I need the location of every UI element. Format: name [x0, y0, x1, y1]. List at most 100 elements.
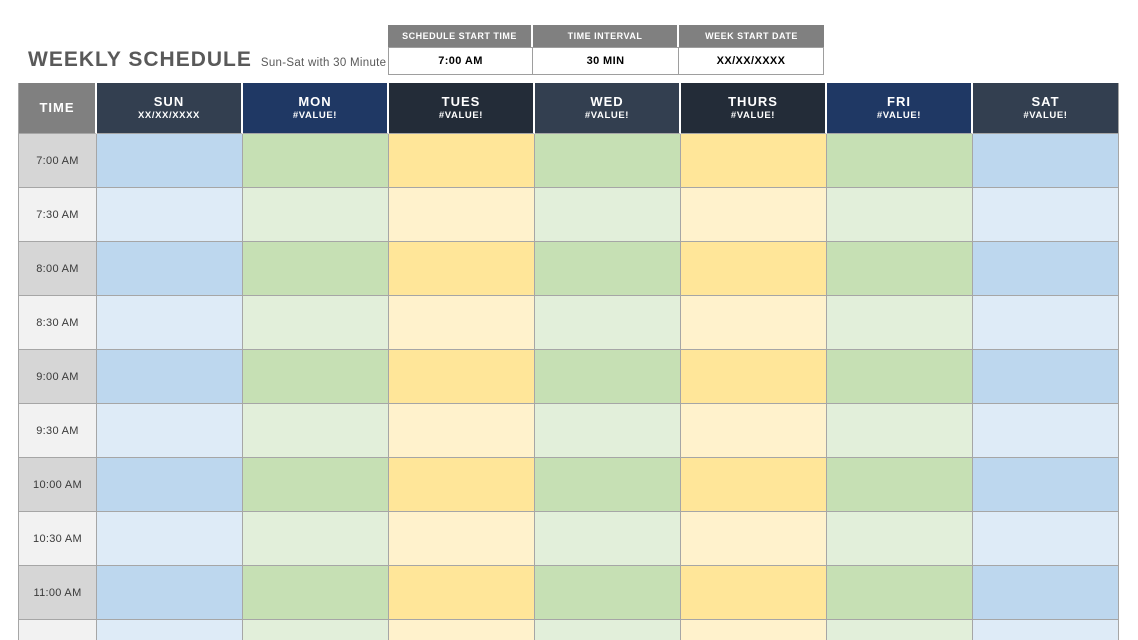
schedule-cell-wed[interactable]: [535, 404, 681, 458]
schedule-cell-sat[interactable]: [973, 404, 1119, 458]
table-row: 9:30 AM: [19, 404, 1119, 458]
schedule-cell-mon[interactable]: [243, 620, 389, 640]
schedule-cell-thurs[interactable]: [681, 134, 827, 188]
day-label: SAT: [1031, 93, 1060, 109]
schedule-cell-sat[interactable]: [973, 620, 1119, 640]
schedule-cell-tues[interactable]: [389, 188, 535, 242]
schedule-cell-thurs[interactable]: [681, 404, 827, 458]
schedule-cell-fri[interactable]: [827, 458, 973, 512]
time-slot-label: 7:30 AM: [19, 188, 97, 242]
day-date-value: #VALUE!: [438, 110, 484, 122]
settings-table: SCHEDULE START TIME TIME INTERVAL WEEK STA…: [388, 25, 824, 75]
day-column-header-mon: MON #VALUE!: [243, 83, 389, 134]
time-slot-label: 7:00 AM: [19, 134, 97, 188]
schedule-cell-sat[interactable]: [973, 512, 1119, 566]
schedule-cell-fri[interactable]: [827, 296, 973, 350]
schedule-cell-sat[interactable]: [973, 242, 1119, 296]
day-label: TUES: [441, 93, 481, 109]
schedule-cell-tues[interactable]: [389, 620, 535, 640]
time-slot-label: 9:00 AM: [19, 350, 97, 404]
settings-column-header: WEEK START DATE: [679, 25, 824, 47]
time-column-header: TIME: [19, 83, 97, 134]
schedule-cell-fri[interactable]: [827, 566, 973, 620]
schedule-cell-sun[interactable]: [97, 134, 243, 188]
schedule-cell-thurs[interactable]: [681, 350, 827, 404]
schedule-cell-wed[interactable]: [535, 620, 681, 640]
schedule-cell-tues[interactable]: [389, 134, 535, 188]
schedule-cell-tues[interactable]: [389, 350, 535, 404]
schedule-cell-sun[interactable]: [97, 566, 243, 620]
schedule-cell-mon[interactable]: [243, 134, 389, 188]
schedule-cell-sat[interactable]: [973, 134, 1119, 188]
schedule-cell-sun[interactable]: [97, 512, 243, 566]
schedule-cell-wed[interactable]: [535, 134, 681, 188]
schedule-cell-sun[interactable]: [97, 296, 243, 350]
schedule-cell-mon[interactable]: [243, 188, 389, 242]
schedule-cell-tues[interactable]: [389, 458, 535, 512]
schedule-cell-wed[interactable]: [535, 188, 681, 242]
schedule-cell-sun[interactable]: [97, 188, 243, 242]
schedule-cell-thurs[interactable]: [681, 458, 827, 512]
schedule-cell-fri[interactable]: [827, 404, 973, 458]
schedule-cell-sat[interactable]: [973, 188, 1119, 242]
table-row: 7:00 AM: [19, 134, 1119, 188]
schedule-cell-fri[interactable]: [827, 620, 973, 640]
schedule-cell-wed[interactable]: [535, 296, 681, 350]
schedule-cell-sun[interactable]: [97, 458, 243, 512]
schedule-cell-tues[interactable]: [389, 566, 535, 620]
settings-value-cell[interactable]: 7:00 AM: [388, 47, 533, 75]
schedule-cell-tues[interactable]: [389, 512, 535, 566]
schedule-cell-sun[interactable]: [97, 242, 243, 296]
schedule-cell-sat[interactable]: [973, 566, 1119, 620]
day-date-value: #VALUE!: [876, 110, 922, 122]
schedule-cell-tues[interactable]: [389, 296, 535, 350]
schedule-cell-thurs[interactable]: [681, 512, 827, 566]
schedule-cell-mon[interactable]: [243, 566, 389, 620]
day-column-header-fri: FRI #VALUE!: [827, 83, 973, 134]
schedule-cell-mon[interactable]: [243, 458, 389, 512]
day-column-header-tues: TUES #VALUE!: [389, 83, 535, 134]
table-row: 10:00 AM: [19, 458, 1119, 512]
schedule-cell-thurs[interactable]: [681, 188, 827, 242]
time-slot-label: 8:30 AM: [19, 296, 97, 350]
day-date-value: #VALUE!: [1023, 110, 1068, 122]
schedule-cell-sun[interactable]: [97, 350, 243, 404]
settings-value-cell[interactable]: XX/XX/XXXX: [679, 47, 824, 75]
settings-header-row: SCHEDULE START TIME TIME INTERVAL WEEK STA…: [388, 25, 824, 47]
table-row: [19, 620, 1119, 640]
schedule-cell-thurs[interactable]: [681, 620, 827, 640]
day-date-value: #VALUE!: [584, 110, 630, 122]
schedule-cell-sat[interactable]: [973, 458, 1119, 512]
schedule-cell-sun[interactable]: [97, 620, 243, 640]
schedule-cell-mon[interactable]: [243, 242, 389, 296]
schedule-cell-wed[interactable]: [535, 566, 681, 620]
day-label: FRI: [887, 93, 911, 109]
schedule-cell-wed[interactable]: [535, 242, 681, 296]
schedule-cell-sat[interactable]: [973, 296, 1119, 350]
schedule-cell-wed[interactable]: [535, 512, 681, 566]
schedule-cell-fri[interactable]: [827, 188, 973, 242]
schedule-cell-sat[interactable]: [973, 350, 1119, 404]
time-header-label: TIME: [39, 99, 75, 115]
schedule-cell-mon[interactable]: [243, 296, 389, 350]
schedule-cell-tues[interactable]: [389, 242, 535, 296]
day-column-header-thurs: THURS #VALUE!: [681, 83, 827, 134]
schedule-cell-thurs[interactable]: [681, 296, 827, 350]
schedule-cell-thurs[interactable]: [681, 566, 827, 620]
schedule-cell-mon[interactable]: [243, 350, 389, 404]
schedule-cell-sun[interactable]: [97, 404, 243, 458]
schedule-cell-thurs[interactable]: [681, 242, 827, 296]
time-slot-label: [19, 620, 97, 640]
schedule-body: 7:00 AM 7:30 AM 8:00 AM 8:30 AM 9:00 AM 9:30 …: [19, 134, 1119, 640]
schedule-cell-wed[interactable]: [535, 458, 681, 512]
schedule-cell-fri[interactable]: [827, 512, 973, 566]
schedule-cell-fri[interactable]: [827, 350, 973, 404]
schedule-cell-tues[interactable]: [389, 404, 535, 458]
schedule-cell-fri[interactable]: [827, 242, 973, 296]
schedule-cell-wed[interactable]: [535, 350, 681, 404]
schedule-cell-mon[interactable]: [243, 512, 389, 566]
schedule-cell-mon[interactable]: [243, 404, 389, 458]
schedule-cell-fri[interactable]: [827, 134, 973, 188]
settings-value-cell[interactable]: 30 MIN: [533, 47, 679, 75]
